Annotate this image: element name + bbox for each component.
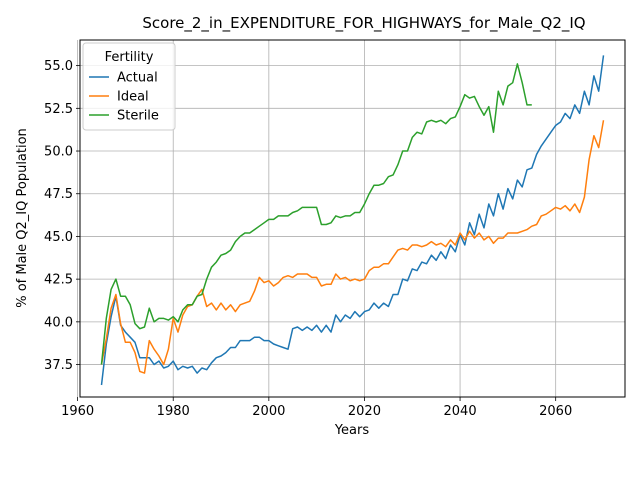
legend-items: Actual Ideal Sterile	[89, 71, 159, 124]
legend: Fertility Actual Ideal Sterile	[82, 42, 176, 131]
plot-frame	[79, 39, 626, 398]
x-tick-label: 2020	[348, 404, 381, 419]
x-axis-label: Years	[334, 423, 370, 438]
grid	[77, 40, 625, 397]
series-line-actual	[100, 55, 605, 386]
x-tick-label: 2000	[252, 404, 285, 419]
legend-label-sterile: Sterile	[117, 109, 159, 124]
x-tick-label: 1960	[61, 404, 94, 419]
y-axis: 37.5 40.0 42.5 45.0 47.5 50.0 52.5 55.0	[44, 59, 80, 373]
y-tick-label: 37.5	[44, 358, 73, 373]
y-axis-label: % of Male Q2_IQ Population	[15, 128, 30, 308]
plot-lines	[100, 55, 605, 386]
y-tick-label: 45.0	[44, 230, 73, 245]
y-tick-label: 55.0	[44, 59, 73, 74]
x-tick-label: 2040	[444, 404, 477, 419]
y-tick-label: 52.5	[44, 102, 73, 117]
legend-label-ideal: Ideal	[117, 90, 149, 105]
legend-label-actual: Actual	[117, 71, 158, 86]
x-tick-label: 1980	[157, 404, 190, 419]
y-tick-label: 50.0	[44, 145, 73, 160]
y-tick-label: 47.5	[44, 187, 73, 202]
legend-title: Fertility	[105, 50, 154, 65]
legend-box	[82, 42, 176, 131]
x-axis: 1960 1980 2000 2020 2040 2060	[61, 397, 572, 419]
series-line-ideal	[100, 120, 605, 374]
x-tick-label: 2060	[539, 404, 572, 419]
series-line-sterile	[100, 63, 532, 365]
y-tick-label: 40.0	[44, 315, 73, 330]
chart-title: Score_2_in_EXPENDITURE_FOR_HIGHWAYS_for_…	[142, 14, 585, 33]
y-tick-label: 42.5	[44, 273, 73, 288]
